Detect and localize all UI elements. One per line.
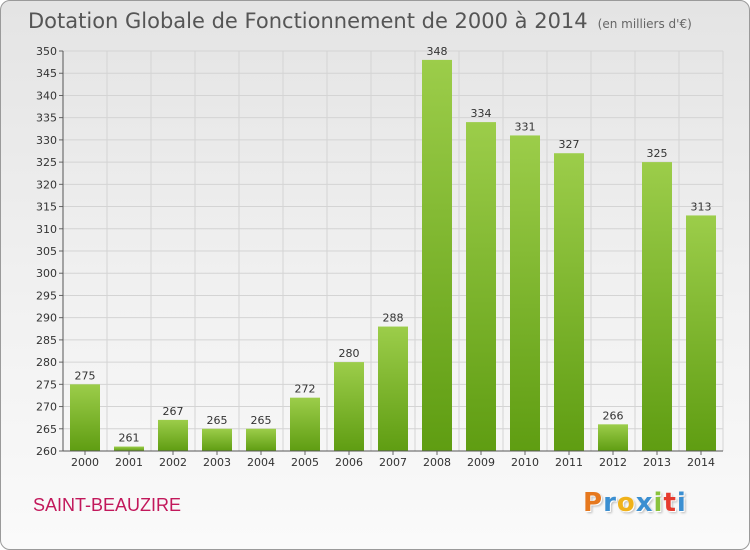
y-tick-label: 285	[36, 334, 57, 347]
y-tick-label: 340	[36, 89, 57, 102]
logo-letter: P	[583, 488, 604, 518]
data-label-2007: 288	[383, 312, 404, 325]
logo-letter: i	[676, 488, 687, 518]
y-tick-label: 260	[36, 445, 57, 458]
y-tick-label: 300	[36, 267, 57, 280]
y-tick-label: 325	[36, 156, 57, 169]
y-tick-label: 265	[36, 423, 57, 436]
chart-subtitle: (en milliers d'€)	[597, 17, 692, 31]
x-tick-label-2005: 2005	[291, 456, 319, 469]
bar-2010	[510, 135, 540, 451]
x-tick-label-2002: 2002	[159, 456, 187, 469]
logo-letter: r	[603, 488, 617, 518]
data-label-2013: 325	[647, 147, 668, 160]
bar-2002	[158, 419, 188, 451]
y-tick-label: 280	[36, 356, 57, 369]
data-label-2009: 334	[471, 107, 492, 120]
y-tick-label: 345	[36, 67, 57, 80]
bar-2011	[554, 153, 584, 451]
x-tick-label-2012: 2012	[599, 456, 627, 469]
logo-letter: t	[663, 488, 677, 518]
x-tick-label-2008: 2008	[423, 456, 451, 469]
y-tick-label: 305	[36, 245, 57, 258]
y-tick-label: 295	[36, 289, 57, 302]
data-label-2014: 313	[691, 200, 712, 213]
x-tick-label-2000: 2000	[71, 456, 99, 469]
data-label-2011: 327	[559, 138, 580, 151]
x-tick-label-2014: 2014	[687, 456, 715, 469]
commune-name: SAINT-BEAUZIRE	[33, 495, 182, 515]
x-tick-label-2009: 2009	[467, 456, 495, 469]
x-tick-label-2011: 2011	[555, 456, 583, 469]
y-tick-label: 275	[36, 378, 57, 391]
y-tick-label: 315	[36, 201, 57, 214]
data-label-2003: 265	[207, 414, 228, 427]
logo-letter: i	[653, 488, 664, 518]
x-tick-label-2006: 2006	[335, 456, 363, 469]
bar-2004	[246, 428, 276, 451]
bar-2007	[378, 326, 408, 451]
y-tick-label: 270	[36, 401, 57, 414]
y-tick-label: 310	[36, 223, 57, 236]
y-tick-label: 320	[36, 178, 57, 191]
data-label-2012: 266	[603, 409, 624, 422]
data-label-2001: 261	[119, 432, 140, 445]
proxiti-logo: Proxiti	[583, 488, 687, 518]
data-label-2002: 267	[163, 405, 184, 418]
y-tick-label: 350	[36, 45, 57, 58]
y-tick-label: 290	[36, 312, 57, 325]
bar-2005	[290, 397, 320, 451]
data-label-2008: 348	[427, 45, 448, 58]
bar-2013	[642, 162, 672, 451]
bar-2008	[422, 59, 452, 452]
y-tick-label: 335	[36, 112, 57, 125]
bar-2000	[70, 384, 100, 451]
chart-title: Dotation Globale de Fonctionnement de 20…	[28, 9, 692, 33]
bar-2003	[202, 428, 232, 451]
x-tick-label-2003: 2003	[203, 456, 231, 469]
x-tick-label-2013: 2013	[643, 456, 671, 469]
logo-letter: x	[635, 488, 654, 518]
data-label-2005: 272	[295, 383, 316, 396]
logo-letter: o	[616, 488, 636, 518]
data-label-2006: 280	[339, 347, 360, 360]
data-label-2010: 331	[515, 120, 536, 133]
bar-2012	[598, 424, 628, 451]
chart-title-text: Dotation Globale de Fonctionnement de 20…	[28, 9, 588, 33]
x-tick-label-2007: 2007	[379, 456, 407, 469]
x-tick-label-2001: 2001	[115, 456, 143, 469]
bar-2006	[334, 362, 364, 451]
bar-2014	[686, 215, 716, 451]
bar-2009	[466, 122, 496, 451]
y-tick-label: 330	[36, 134, 57, 147]
data-label-2004: 265	[251, 414, 272, 427]
x-tick-label-2010: 2010	[511, 456, 539, 469]
bar-2001	[114, 446, 144, 451]
x-tick-label-2004: 2004	[247, 456, 275, 469]
data-label-2000: 275	[75, 369, 96, 382]
